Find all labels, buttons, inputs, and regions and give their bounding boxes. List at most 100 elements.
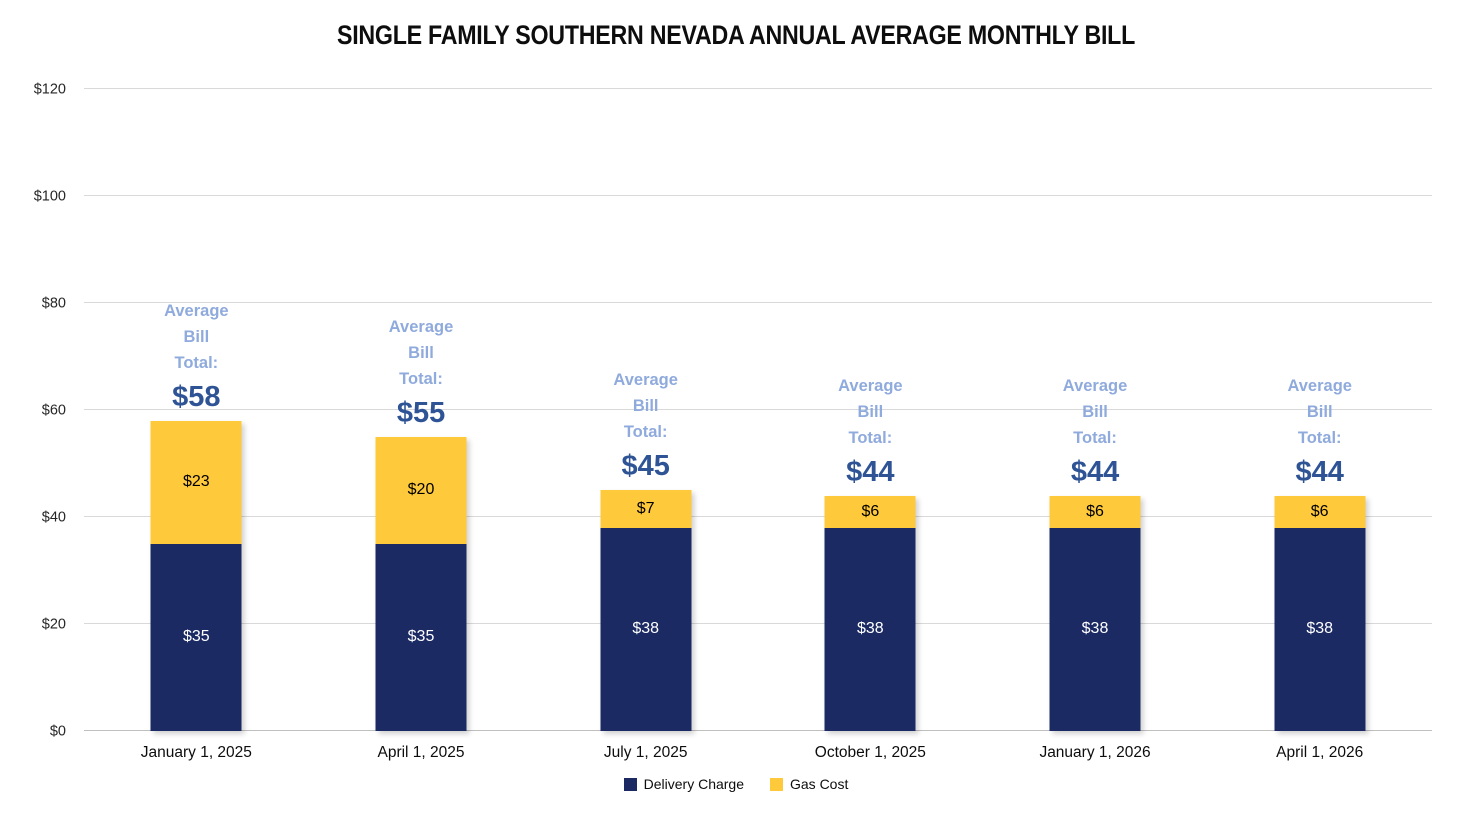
x-axis-category-label: October 1, 2025 [814,744,926,761]
annotation-line: Bill [1082,402,1108,421]
bar-total-annotation: Average Bill Total: $55 [309,314,534,429]
annotation-line: Bill [632,397,659,416]
annotation-line: Average [164,301,229,320]
annotation-line: Bill [183,327,210,346]
x-axis-category-label: April 1, 2026 [1276,744,1364,761]
legend: Delivery Charge Gas Cost [0,777,1472,791]
annotation-line: Total: [399,369,443,388]
plot-area: Average Bill Total: $58 $23 $35 Average Bill Tot… [84,88,1432,731]
annotation-total-value: $44 [1070,455,1120,488]
annotation-line: Bill [1306,402,1333,421]
annotation-total-value: $44 [846,455,895,488]
delivery-charge-segment: $38 [1049,527,1141,731]
bar-total-annotation: Average Bill Total: $44 [983,373,1208,488]
annotation-line: Average [838,376,903,395]
legend-label: Delivery Charge [643,776,744,792]
y-tick-label: $80 [41,294,66,311]
bar-total-annotation: Average Bill Total: $44 [1207,373,1432,488]
y-tick-label: $60 [41,401,66,418]
annotation-line: Total: [623,423,668,442]
annotation-line: Total: [848,428,893,447]
stacked-bar: $6 $38 [1049,495,1141,731]
bar-group: Average Bill Total: $45 $7 $38 [533,89,758,731]
legend-item: Gas Cost [770,777,848,791]
annotation-line: Average [613,371,678,390]
delivery-charge-segment: $35 [150,543,242,731]
stacked-bar: $7 $38 [600,490,692,731]
annotation-line: Total: [1297,428,1342,447]
annotation-total-value: $44 [1295,455,1344,488]
y-tick-label: $20 [41,615,66,632]
delivery-charge-value-label: $38 [856,620,884,638]
y-axis-labels: $0 $20 $40 $60 $80 $100 $120 [10,82,66,738]
gridline-80 [84,302,1432,303]
bar-slots: Average Bill Total: $58 $23 $35 Average Bill Tot… [84,89,1432,731]
x-axis-category-label: July 1, 2025 [603,744,688,761]
y-tick-label: $40 [41,508,66,525]
bar-total-annotation: Average Bill Total: $45 [533,367,758,482]
gridline-20 [84,623,1432,624]
gas-cost-segment: $6 [1049,495,1141,528]
bar-group: Average Bill Total: $44 $6 $38 [758,89,983,731]
bar-group: Average Bill Total: $55 $20 $35 [309,89,534,731]
gas-cost-value-label: $7 [636,499,655,517]
bar-total-annotation: Average Bill Total: $44 [758,373,983,488]
gridline-0 [84,730,1432,731]
x-axis-category-label: January 1, 2026 [1039,744,1151,761]
legend-label: Gas Cost [790,776,849,792]
gridline-100 [84,195,1432,196]
annotation-line: Bill [857,402,884,421]
bar-group: Average Bill Total: $44 $6 $38 [983,89,1208,731]
annotation-total-value: $58 [172,380,221,413]
delivery-charge-segment: $38 [600,527,692,731]
annotation-line: Total: [174,353,219,372]
x-axis-labels: January 1, 2025 April 1, 2025 July 1, 2025… [84,744,1432,762]
x-axis-category-label: January 1, 2025 [140,744,252,761]
stacked-bar: $23 $35 [150,420,242,731]
legend-swatch-icon [770,777,783,791]
stacked-bar: $6 $38 [1274,495,1366,731]
chart-title-text: SINGLE FAMILY SOUTHERN NEVADA ANNUAL AVE… [336,20,1136,50]
y-tick-label: $100 [33,187,66,204]
gas-cost-segment: $6 [824,495,916,528]
delivery-charge-segment: $38 [1274,527,1366,731]
chart-title: SINGLE FAMILY SOUTHERN NEVADA ANNUAL AVE… [0,20,1472,51]
annotation-total-value: $55 [396,396,446,429]
x-axis-category-label: April 1, 2025 [377,744,465,761]
gas-cost-segment: $6 [1274,495,1366,528]
legend-swatch-icon [623,777,637,791]
bar-group: Average Bill Total: $44 $6 $38 [1207,89,1432,731]
gas-cost-value-label: $6 [861,502,880,520]
annotation-line: Bill [408,343,434,362]
annotation-line: Average [1062,376,1128,395]
annotation-line: Average [388,317,454,336]
y-tick-label: $0 [49,722,66,739]
gas-cost-segment: $7 [600,490,692,528]
delivery-charge-value-label: $38 [1081,620,1109,638]
gridline-60 [84,409,1432,410]
bar-group: Average Bill Total: $58 $23 $35 [84,89,309,731]
delivery-charge-value-label: $38 [1306,620,1334,638]
gas-cost-value-label: $23 [182,473,210,491]
gas-cost-segment: $23 [150,420,242,544]
annotation-line: Total: [1073,428,1117,447]
gas-cost-value-label: $6 [1086,502,1104,520]
gridline-40 [84,516,1432,517]
gridline-120 [84,88,1432,89]
gas-cost-value-label: $20 [407,481,435,499]
annotation-total-value: $45 [621,450,670,483]
delivery-charge-segment: $35 [375,543,467,731]
legend-item: Delivery Charge [623,776,744,792]
bar-total-annotation: Average Bill Total: $58 [84,298,309,413]
delivery-charge-value-label: $35 [182,628,210,646]
delivery-charge-value-label: $35 [407,628,435,646]
annotation-line: Average [1287,376,1352,395]
delivery-charge-segment: $38 [824,527,916,731]
gas-cost-value-label: $6 [1310,502,1329,520]
y-tick-label: $120 [33,80,66,97]
delivery-charge-value-label: $38 [632,620,660,638]
stacked-bar: $6 $38 [824,495,916,731]
gas-cost-segment: $20 [375,436,467,544]
stacked-bar: $20 $35 [375,436,467,731]
